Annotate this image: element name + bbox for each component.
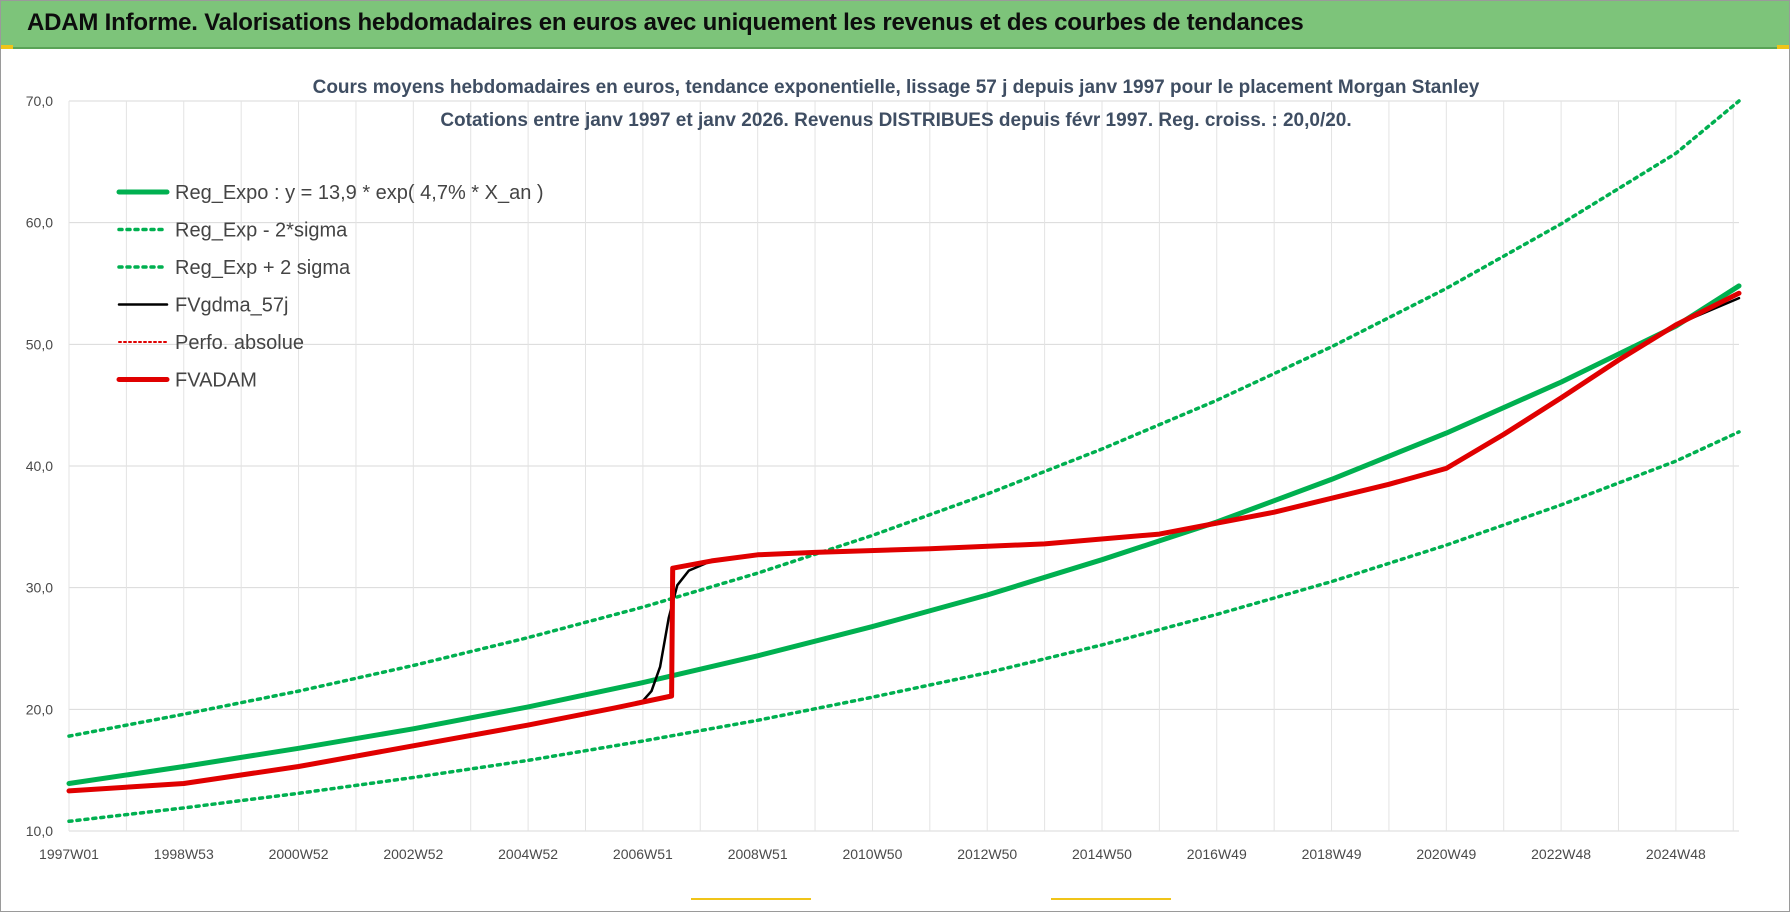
report-banner: ADAM Informe. Valorisations hebdomadaire… — [1, 1, 1789, 49]
y-tick-label: 10,0 — [26, 823, 53, 839]
x-tick-label: 2002W52 — [383, 846, 443, 862]
series-line-5 — [68, 292, 1740, 792]
legend-label: Reg_Expo : y = 13,9 * exp( 4,7% * X_an ) — [175, 182, 544, 204]
scroll-marker-right — [1051, 898, 1171, 900]
x-tick-label: 2008W51 — [728, 846, 788, 862]
x-tick-label: 1997W01 — [39, 846, 99, 862]
chart-title: Cours moyens hebdomadaires en euros, ten… — [313, 77, 1480, 98]
series-line-6 — [66, 290, 1742, 794]
x-tick-label: 2014W50 — [1072, 846, 1132, 862]
legend-label: Reg_Exp - 2*sigma — [175, 220, 348, 242]
legend-label: Perfo. absolue — [175, 332, 304, 354]
series-line-2 — [67, 430, 1741, 824]
x-tick-label: 2020W49 — [1416, 846, 1476, 862]
legend: Reg_Expo : y = 13,9 * exp( 4,7% * X_an )… — [116, 182, 544, 392]
grid — [68, 100, 1739, 832]
y-tick-label: 50,0 — [26, 336, 53, 352]
scroll-marker-left — [691, 898, 811, 900]
chart-subtitle: Cotations entre janv 1997 et janv 2026. … — [440, 110, 1351, 131]
y-tick-label: 70,0 — [26, 93, 53, 109]
series-line-4 — [67, 296, 1741, 793]
y-tick-label: 20,0 — [26, 701, 53, 717]
legend-label: Reg_Exp + 2 sigma — [175, 257, 351, 279]
series-line-3 — [67, 99, 1741, 738]
x-tick-label: 1998W53 — [154, 846, 214, 862]
y-axis-ticks: 10,0 20,0 30,0 40,0 50,0 60,0 70,0 — [26, 93, 53, 839]
corner-marker-right — [1777, 45, 1789, 49]
banner-title: ADAM Informe. Valorisations hebdomadaire… — [27, 9, 1304, 36]
x-axis-ticks: 1997W01 1998W53 2000W52 2002W52 2004W52 2006W… — [39, 846, 1706, 862]
legend-label: FVgdma_57j — [175, 295, 288, 317]
x-tick-label: 2000W52 — [269, 846, 329, 862]
x-tick-label: 2022W48 — [1531, 846, 1591, 862]
x-tick-label: 2024W48 — [1646, 846, 1706, 862]
x-tick-label: 2010W50 — [842, 846, 902, 862]
y-tick-label: 60,0 — [26, 215, 53, 231]
y-tick-label: 30,0 — [26, 580, 53, 596]
line-chart: 10,0 20,0 30,0 40,0 50,0 60,0 70,0 1997W01 1998… — [26, 77, 1742, 862]
y-tick-label: 40,0 — [26, 458, 53, 474]
x-tick-label: 2016W49 — [1187, 846, 1247, 862]
corner-marker-left — [1, 45, 13, 49]
legend-label: FVADAM — [175, 370, 257, 392]
x-tick-label: 2018W49 — [1302, 846, 1362, 862]
x-tick-label: 2006W51 — [613, 846, 673, 862]
series-line-1 — [66, 283, 1742, 786]
series — [66, 99, 1742, 824]
x-tick-label: 2012W50 — [957, 846, 1017, 862]
x-tick-label: 2004W52 — [498, 846, 558, 862]
